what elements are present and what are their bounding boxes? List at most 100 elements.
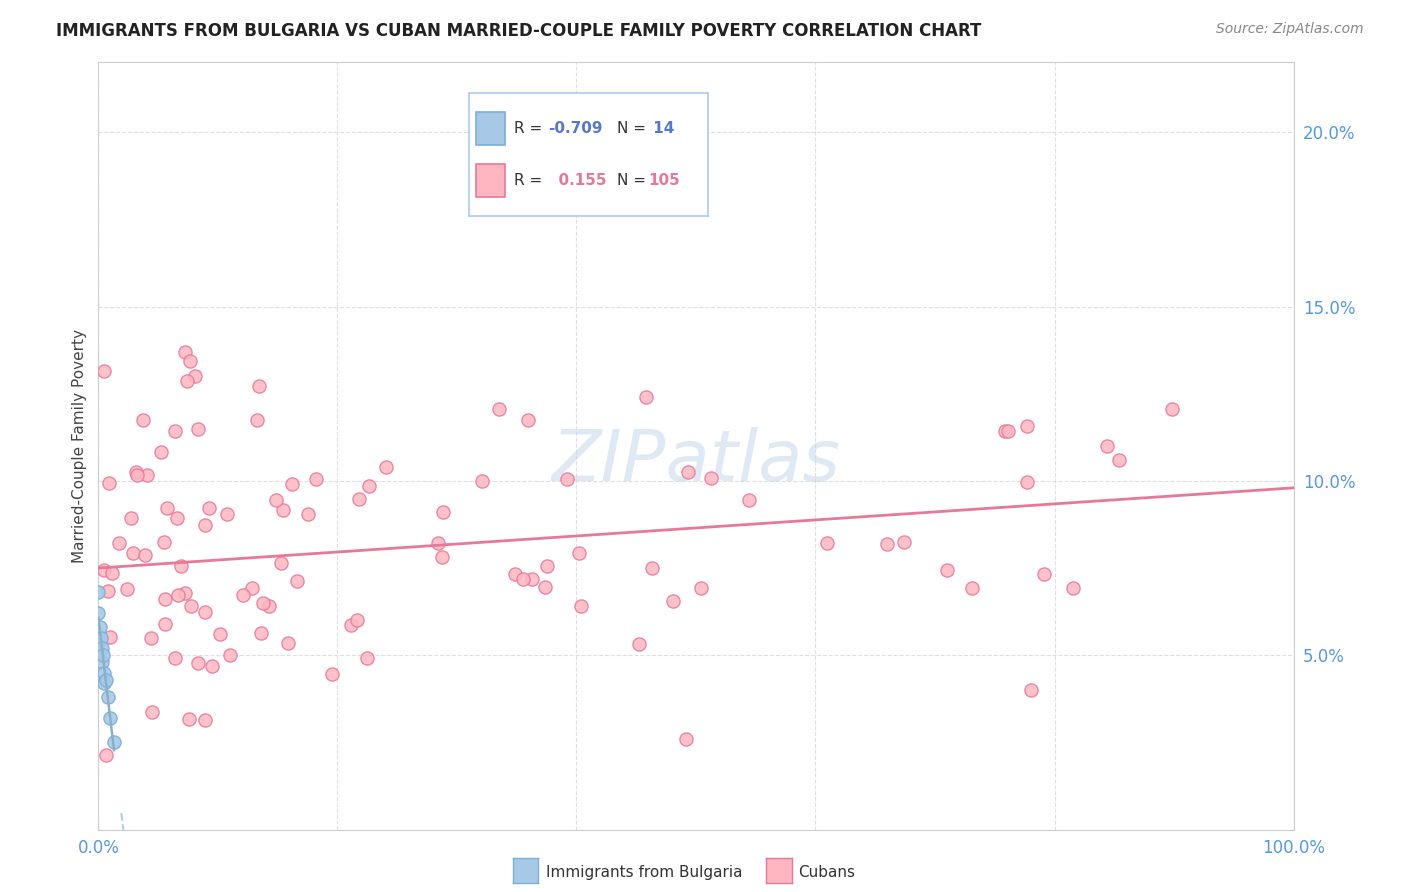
Point [641, 561, 664, 575]
Point [125, 468, 148, 483]
Point [194, 714, 217, 728]
Point [201, 658, 224, 673]
Text: Cubans: Cubans [799, 865, 856, 880]
Point [1015, 418, 1038, 433]
Point [187, 656, 209, 670]
Point [96, 748, 118, 763]
Point [217, 508, 239, 522]
Point [349, 491, 371, 506]
Point [156, 501, 179, 516]
Point [98, 476, 121, 491]
Text: IMMIGRANTS FROM BULGARIA VS CUBAN MARRIED-COUPLE FAMILY POVERTY CORRELATION CHAR: IMMIGRANTS FROM BULGARIA VS CUBAN MARRIE… [56, 22, 981, 40]
Point [108, 536, 131, 550]
Point [134, 548, 156, 562]
Point [1032, 567, 1054, 582]
Point [270, 556, 292, 570]
Text: Immigrants from Bulgaria: Immigrants from Bulgaria [546, 865, 742, 880]
Point [163, 651, 186, 665]
Point [503, 567, 526, 582]
Point [533, 580, 555, 594]
Point [281, 477, 304, 491]
Point [149, 445, 172, 459]
Point [97, 584, 120, 599]
Point [357, 479, 380, 493]
Point [340, 618, 363, 632]
Point [184, 369, 207, 384]
Point [271, 503, 294, 517]
Point [690, 581, 713, 595]
Point [132, 413, 155, 427]
Point [662, 594, 685, 608]
Point [166, 511, 188, 525]
Point [193, 605, 215, 619]
Point [737, 493, 759, 508]
Point [356, 650, 378, 665]
Text: ZIPatlas: ZIPatlas [551, 427, 841, 496]
Point [471, 474, 494, 488]
Point [675, 731, 697, 746]
Point [155, 616, 177, 631]
Point [98, 630, 121, 644]
Point [93, 676, 115, 690]
Point [512, 572, 534, 586]
Point [121, 546, 143, 560]
Point [93, 665, 115, 680]
Point [93, 563, 115, 577]
Point [432, 505, 454, 519]
Point [678, 465, 700, 479]
Point [120, 510, 142, 524]
Point [634, 390, 657, 404]
Point [125, 465, 148, 479]
Point [232, 588, 254, 602]
Point [876, 537, 898, 551]
Point [1017, 475, 1039, 490]
Point [1097, 438, 1119, 452]
Point [91, 648, 114, 663]
Point [893, 535, 915, 549]
Point [89, 620, 111, 634]
Point [136, 468, 159, 483]
Point [960, 581, 983, 595]
Point [246, 413, 269, 427]
Point [346, 613, 368, 627]
Point [700, 471, 723, 485]
Point [87, 607, 110, 621]
Point [209, 626, 232, 640]
Point [994, 424, 1017, 438]
Point [304, 472, 326, 486]
Point [1019, 682, 1042, 697]
Point [141, 705, 163, 719]
Point [89, 634, 111, 648]
Point [555, 472, 578, 486]
Point [427, 536, 450, 550]
Point [520, 572, 543, 586]
Point [432, 550, 454, 565]
Point [97, 690, 120, 704]
Point [174, 585, 197, 599]
Point [997, 424, 1019, 438]
Point [517, 413, 540, 427]
Point [90, 631, 112, 645]
Point [141, 631, 163, 645]
Point [115, 582, 138, 596]
Point [287, 574, 309, 588]
Point [1161, 401, 1184, 416]
Point [198, 500, 221, 515]
Point [91, 641, 114, 656]
Text: Source: ZipAtlas.com: Source: ZipAtlas.com [1216, 22, 1364, 37]
Point [176, 374, 198, 388]
Point [93, 364, 115, 378]
Point [103, 735, 125, 749]
Point [177, 712, 200, 726]
Point [98, 711, 122, 725]
Point [277, 636, 299, 650]
Point [153, 592, 176, 607]
Point [815, 536, 838, 550]
Point [250, 626, 273, 640]
Point [1062, 581, 1084, 595]
Point [152, 535, 174, 549]
Point [252, 596, 274, 610]
Point [170, 559, 193, 574]
Point [180, 599, 202, 613]
Point [297, 507, 319, 521]
